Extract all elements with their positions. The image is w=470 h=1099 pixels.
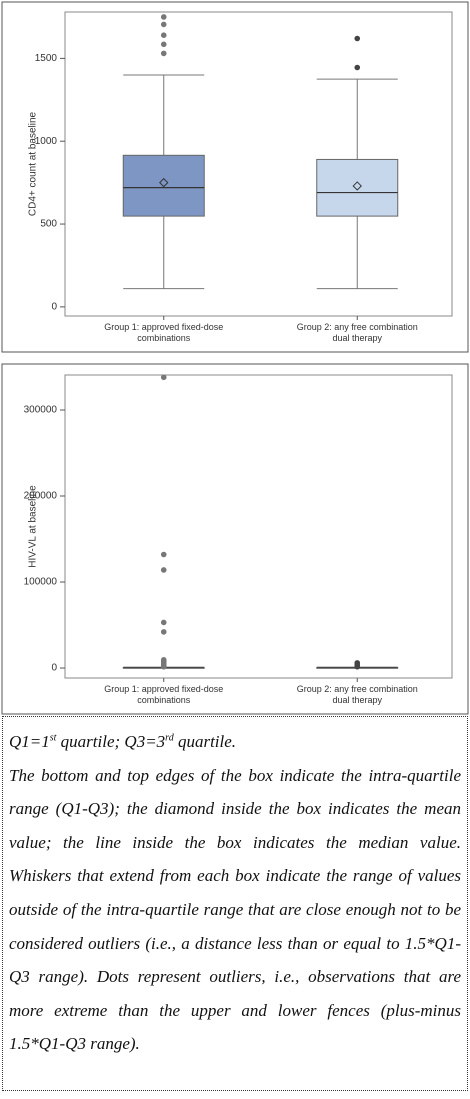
outlier	[354, 660, 361, 666]
y-tick-label: 300000	[24, 405, 58, 416]
y-axis-title: CD4+ count at baseline	[28, 111, 39, 216]
plot-frame	[64, 11, 453, 317]
caption: Q1=1st quartile; Q3=3rd quartile. The bo…	[2, 716, 468, 1091]
note-sup: rd	[165, 732, 174, 744]
x-tick-label: Group 1: approved fixed-dose combination…	[104, 684, 224, 705]
y-tick-label: 100000	[24, 577, 58, 588]
panel-frame	[1, 1, 469, 353]
x-tick-label: Group 2: any free combination dual thera…	[296, 322, 418, 343]
y-tick-label: 0	[51, 302, 57, 313]
mean-marker	[352, 181, 362, 191]
outlier	[160, 41, 167, 48]
note-body: The bottom and top edges of the box indi…	[9, 765, 461, 1054]
outlier	[354, 35, 361, 42]
y-axis-title: HIV-VL at baseline	[28, 485, 39, 568]
quartile-note: Q1=1st quartile; Q3=3rd quartile.	[9, 725, 461, 759]
outlier	[160, 619, 167, 626]
y-tick-label: 1000	[35, 136, 58, 147]
outlier	[160, 32, 167, 38]
note-text: Q1=1	[9, 732, 50, 751]
outlier	[160, 21, 167, 28]
note-sup: st	[49, 732, 57, 744]
y-tick-label: 500	[40, 219, 57, 230]
box	[122, 154, 205, 217]
outlier	[160, 629, 167, 635]
outlier	[160, 14, 167, 20]
charts: CD4+ count at baseline 0 500 1000 1500 HIV-VL…	[1, 1, 469, 715]
outlier	[160, 567, 167, 573]
y-tick-label: 1500	[35, 53, 58, 64]
plot-frame	[64, 374, 453, 679]
outlier	[160, 551, 167, 558]
outlier	[160, 374, 167, 381]
note-text: quartile.	[173, 732, 237, 751]
outlier	[354, 64, 361, 71]
panel-frame	[1, 363, 469, 715]
x-tick-label: Group 1: approved fixed-dose combination…	[104, 322, 224, 343]
mean-marker	[159, 177, 169, 188]
outlier	[160, 657, 167, 663]
box	[316, 158, 399, 217]
y-tick-label: 0	[51, 663, 57, 674]
outlier	[160, 50, 167, 57]
x-tick-label: Group 2: any free combination dual thera…	[296, 684, 418, 705]
note-text: quartile; Q3=3	[56, 732, 166, 751]
y-tick-label: 200000	[24, 491, 58, 502]
